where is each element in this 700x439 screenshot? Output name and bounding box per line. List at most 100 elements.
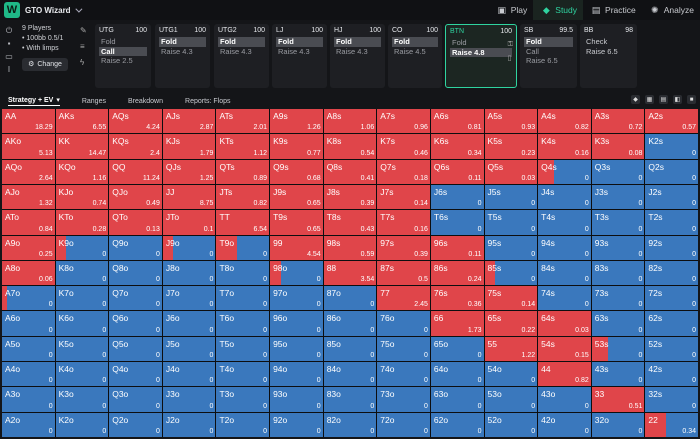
hand-cell[interactable]: T4s 0 [538,210,591,235]
hand-cell[interactable]: A9o 0.25 [2,235,55,260]
hand-cell[interactable]: 84o 0 [323,362,377,387]
hand-cell[interactable]: 94s 0 [538,235,591,260]
hand-cell[interactable]: 75s 0.14 [484,286,538,311]
hand-cell[interactable]: T3s 0 [591,210,645,235]
hand-cell[interactable]: A5o 0 [2,336,55,362]
hand-cell[interactable]: Q4s 0 [538,159,591,184]
pencil-icon[interactable]: ✎ [80,26,87,35]
hand-cell[interactable]: A3o 0 [2,387,55,412]
hand-cell[interactable]: KTs 1.12 [216,134,270,159]
hand-cell[interactable]: T6o 0 [216,311,270,336]
hand-cell[interactable]: 83s 0 [591,260,645,286]
hand-cell[interactable]: QJs 1.25 [162,159,216,184]
hand-cell[interactable]: 94o 0 [270,362,323,387]
hand-cell[interactable]: 32s 0 [645,387,698,412]
action-option[interactable]: Fold [276,37,323,47]
action-option[interactable]: Fold [159,37,206,47]
nav-study[interactable]: ◆ Study [533,0,584,20]
hand-cell[interactable]: 93s 0 [591,235,645,260]
hand-cell[interactable]: K9s 0.77 [270,134,323,159]
hand-cell[interactable]: 97s 0.39 [377,235,430,260]
hand-cell[interactable]: AQo 2.64 [2,159,55,184]
action-option[interactable]: Fold [524,37,573,47]
action-option[interactable]: Fold [452,38,467,47]
position-card-utg1[interactable]: UTG1 100 Fold Raise 4.3 [155,24,210,88]
hand-cell[interactable]: 96s 0.11 [430,235,484,260]
hand-cell[interactable]: 86s 0.24 [430,260,484,286]
hand-cell[interactable]: AJs 2.87 [162,109,216,134]
hand-cell[interactable]: 97o 0 [270,286,323,311]
hand-cell[interactable]: TT 6.54 [216,210,270,235]
hand-cell[interactable]: QJo 0.49 [109,184,162,210]
hand-cell[interactable]: J9s 0.65 [270,184,323,210]
hand-cell[interactable]: KK 14.47 [55,134,109,159]
action-option[interactable]: Fold [101,37,116,46]
nav-analyze[interactable]: ✺ Analyze [642,0,700,20]
hand-cell[interactable]: AA 18.29 [2,109,55,134]
hand-cell[interactable]: K7s 0.46 [377,134,430,159]
hand-cell[interactable]: K8o 0 [55,260,109,286]
hand-cell[interactable]: KJo 0.74 [55,184,109,210]
hand-cell[interactable]: T5o 0 [216,336,270,362]
list-view-icon[interactable]: ▤ [659,95,668,104]
hand-cell[interactable]: 84s 0 [538,260,591,286]
hand-cell[interactable]: A4s 0.82 [538,109,591,134]
hand-cell[interactable]: KQs 2.4 [109,134,162,159]
hand-cell[interactable]: T5s 0 [484,210,538,235]
hand-cell[interactable]: AJo 1.32 [2,184,55,210]
hand-cell[interactable]: Q5o 0 [109,336,162,362]
hand-cell[interactable]: Q8o 0 [109,260,162,286]
tab-strategy-ev[interactable]: Strategy + EV ▾ [8,96,60,106]
position-card-utg[interactable]: UTG 100 Fold Call Raise 2.5 [95,24,151,88]
hand-cell[interactable]: K2o 0 [55,412,109,437]
hand-cell[interactable]: J3s 0 [591,184,645,210]
hand-cell[interactable]: A6o 0 [2,311,55,336]
hand-cell[interactable]: 76o 0 [377,311,430,336]
hand-cell[interactable]: T7o 0 [216,286,270,311]
hand-cell[interactable]: KQo 1.16 [55,159,109,184]
book-icon[interactable]: ▯ [507,55,512,62]
hand-cell[interactable]: 53s 0 [591,336,645,362]
hand-cell[interactable]: T2o 0 [216,412,270,437]
hand-cell[interactable]: 64s 0.03 [538,311,591,336]
hand-cell[interactable]: 95s 0 [484,235,538,260]
hand-cell[interactable]: A8s 1.06 [323,109,377,134]
hand-cell[interactable]: J8o 0 [162,260,216,286]
power-icon[interactable]: ⏻ [5,26,13,35]
hand-cell[interactable]: KJs 1.79 [162,134,216,159]
hand-cell[interactable]: 88 3.54 [323,260,377,286]
hand-cell[interactable]: 62s 0 [645,311,698,336]
hand-cell[interactable]: J2s 0 [645,184,698,210]
action-option[interactable]: Raise 4.3 [336,46,368,56]
hand-cell[interactable]: A3s 0.72 [591,109,645,134]
action-option[interactable]: Raise 6.5 [586,46,618,56]
hand-cell[interactable]: J6s 0 [430,184,484,210]
hand-cell[interactable]: Q6o 0 [109,311,162,336]
hand-cell[interactable]: Q8s 0.41 [323,159,377,184]
hand-cell[interactable]: 92s 0 [645,235,698,260]
hand-cell[interactable]: 73o 0 [377,387,430,412]
hand-cell[interactable]: 87o 0 [323,286,377,311]
hand-cell[interactable]: K5o 0 [55,336,109,362]
hand-cell[interactable]: QQ 11.24 [109,159,162,184]
tab-reports[interactable]: Reports: Flops [185,98,231,105]
hand-cell[interactable]: 42s 0 [645,362,698,387]
hand-cell[interactable]: 63s 0 [591,311,645,336]
tab-ranges[interactable]: Ranges [82,98,106,105]
hand-cell[interactable]: T4o 0 [216,362,270,387]
position-card-utg2[interactable]: UTG2 100 Fold Raise 4.3 [214,24,269,88]
position-card-bb[interactable]: BB 98 Check Raise 6.5 [580,24,637,88]
hand-cell[interactable]: 42o 0 [538,412,591,437]
position-card-co[interactable]: CO 100 Fold Raise 4.5 [388,24,442,88]
hand-cell[interactable]: 98o 0 [270,260,323,286]
hand-cell[interactable]: K5s 0.23 [484,134,538,159]
nav-play[interactable]: ▣ Play [489,0,534,20]
hand-cell[interactable]: J5s 0 [484,184,538,210]
hand-cell[interactable]: QTs 0.89 [216,159,270,184]
hand-cell[interactable]: A7s 0.96 [377,109,430,134]
hand-cell[interactable]: J6o 0 [162,311,216,336]
hand-cell[interactable]: 53o 0 [484,387,538,412]
hand-cell[interactable]: K8s 0.54 [323,134,377,159]
hand-cell[interactable]: T3o 0 [216,387,270,412]
hand-cell[interactable]: A2o 0 [2,412,55,437]
